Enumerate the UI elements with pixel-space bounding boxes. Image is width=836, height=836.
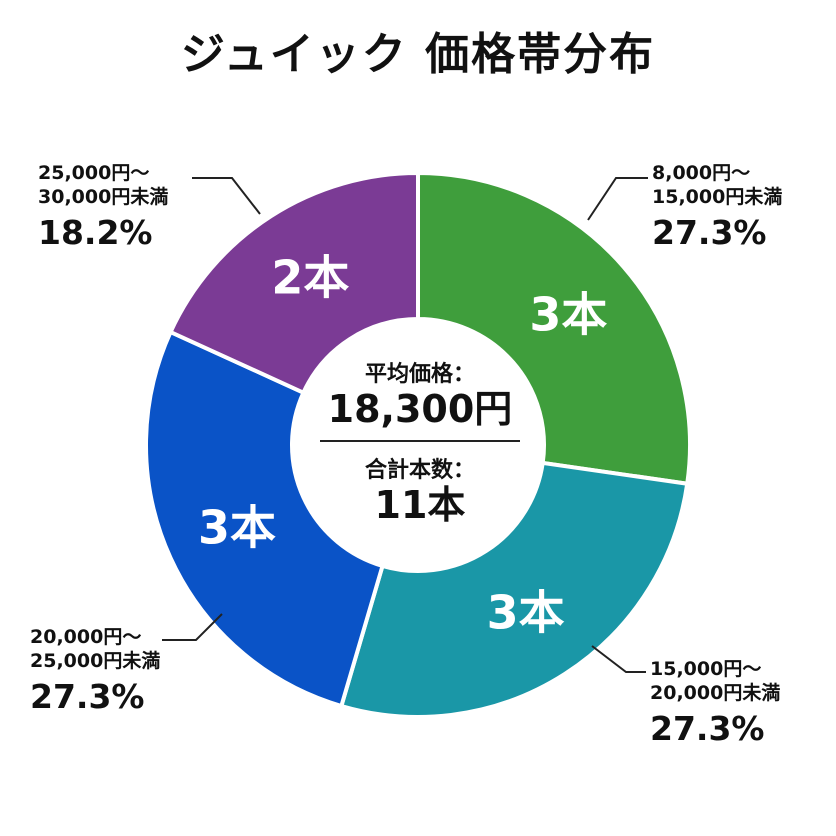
slice-label-8000-15000: 8,000円〜 15,000円未満 27.3% (652, 162, 782, 253)
chart-title: ジュイック 価格帯分布 (180, 29, 656, 80)
total-count-label: 合計本数： (364, 457, 475, 483)
donut-slices (144, 170, 692, 719)
center-summary: 平均価格： 18,300円 合計本数： 11本 (308, 356, 532, 527)
slice-range-line1: 25,000円〜 (38, 162, 150, 184)
slice-count-label-1: 3本 (487, 585, 565, 639)
slice-count-label-0: 3本 (529, 288, 607, 342)
slice-range-line2: 15,000円未満 (652, 185, 783, 208)
leader-line-2 (162, 613, 223, 641)
slice-range-line2: 20,000円未満 (650, 681, 781, 704)
slice-percent: 27.3% (650, 708, 765, 748)
slice-range-line2: 25,000円未満 (30, 649, 161, 672)
slice-range-line1: 8,000円〜 (652, 162, 751, 184)
leader-lines (162, 177, 648, 673)
average-price-value: 18,300円 (327, 387, 513, 431)
leader-line-1 (591, 645, 646, 673)
slice-range-line2: 30,000円未満 (38, 185, 169, 208)
leader-line-3 (192, 177, 261, 215)
donut-slice-1 (338, 460, 690, 719)
average-price-label: 平均価格： (364, 362, 475, 387)
donut-slice-2 (144, 329, 385, 709)
slice-count-label-2: 3本 (198, 501, 276, 555)
leader-line-0 (587, 177, 648, 221)
slice-count-labels: 3本 3本 3本 2本 (198, 251, 607, 640)
slice-percent: 27.3% (30, 676, 145, 716)
slice-percent: 27.3% (652, 212, 767, 252)
donut-slice-0 (416, 170, 692, 486)
center-divider (320, 439, 520, 442)
slice-label-25000-30000: 25,000円〜 30,000円未満 18.2% (38, 162, 168, 253)
slice-range-line1: 15,000円〜 (650, 658, 762, 680)
donut-slice-3 (167, 170, 420, 396)
total-count-value: 11本 (374, 482, 466, 527)
slice-count-label-3: 2本 (271, 251, 349, 305)
slice-label-20000-25000: 20,000円〜 25,000円未満 27.3% (30, 626, 160, 717)
slice-percent: 18.2% (38, 212, 153, 252)
slice-range-line1: 20,000円〜 (30, 626, 142, 648)
slice-label-15000-20000: 15,000円〜 20,000円未満 27.3% (650, 658, 780, 749)
